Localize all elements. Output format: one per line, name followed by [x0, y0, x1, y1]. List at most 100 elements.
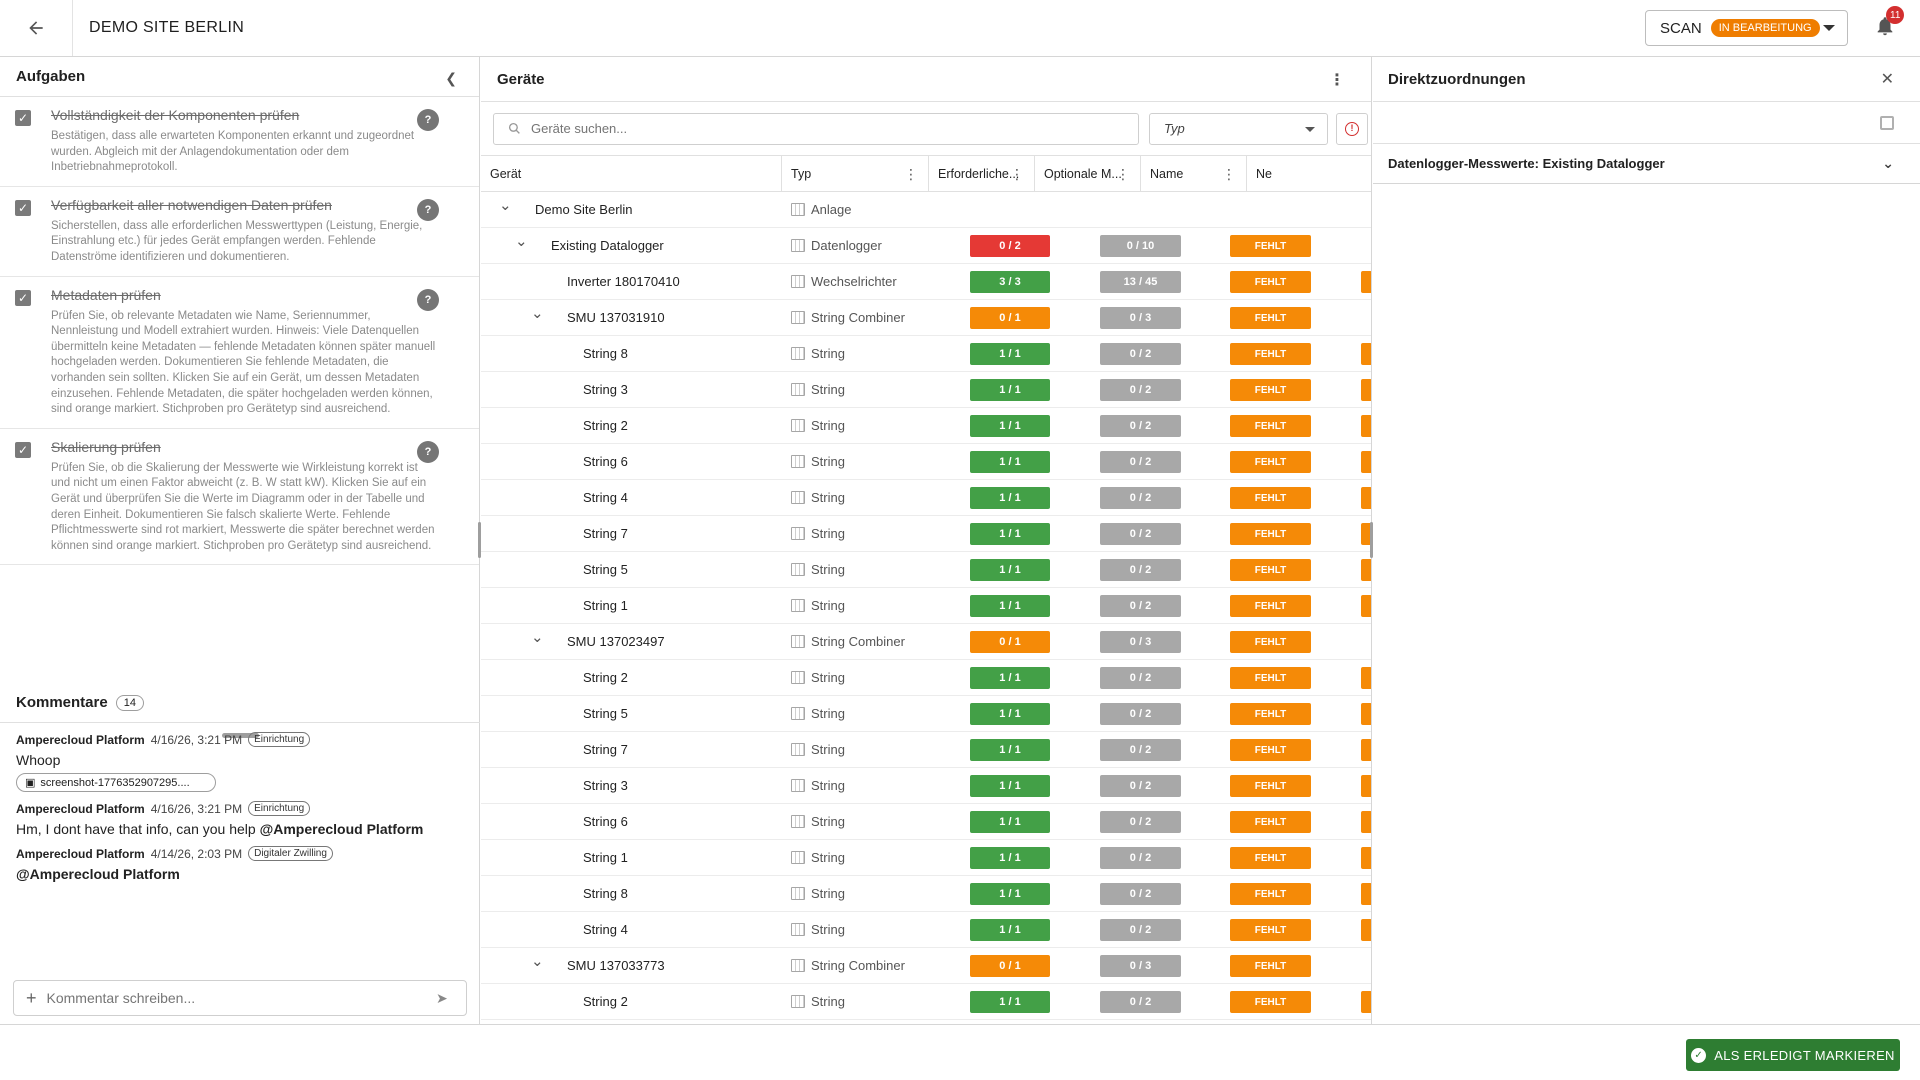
- help-icon[interactable]: ?: [417, 198, 439, 221]
- status-badge: IN BEARBEITUNG: [1710, 19, 1820, 37]
- optional-badge: 0 / 2: [1100, 559, 1181, 581]
- optional-badge: 0 / 10: [1100, 235, 1181, 257]
- device-name: String 2: [583, 994, 628, 1009]
- table-row[interactable]: String 3 String 1 / 1 0 / 2 FEHLT: [481, 372, 1371, 408]
- device-search-input[interactable]: [531, 121, 1111, 136]
- help-icon[interactable]: ?: [417, 109, 439, 131]
- table-row[interactable]: String 4 String 1 / 1 0 / 2 FEHLT: [481, 480, 1371, 516]
- comment-input[interactable]: [46, 990, 436, 1006]
- back-button[interactable]: [0, 0, 73, 56]
- next-column-badge: [1361, 487, 1371, 509]
- more-vert-icon[interactable]: ⋮: [1010, 165, 1024, 182]
- more-vert-icon[interactable]: ⋮: [904, 165, 918, 182]
- device-type: String: [791, 814, 845, 829]
- table-row[interactable]: String 2 String 1 / 1 0 / 2 FEHLT: [481, 408, 1371, 444]
- next-column-badge: [1361, 847, 1371, 869]
- device-type-icon: [791, 887, 805, 900]
- table-row[interactable]: String 8 String 1 / 1 0 / 2 FEHLT: [481, 876, 1371, 912]
- send-icon[interactable]: ➤: [436, 989, 448, 1006]
- table-row[interactable]: String 6 String 1 / 1 0 / 2 FEHLT: [481, 804, 1371, 840]
- checkbox[interactable]: ✓: [15, 199, 31, 216]
- devices-header: Geräte ⋮: [481, 57, 1371, 102]
- table-row[interactable]: String 4 String 1 / 1 0 / 2 FEHLT: [481, 912, 1371, 948]
- devices-title: Geräte: [497, 70, 545, 88]
- save-icon[interactable]: [1880, 116, 1894, 130]
- comment-count-badge: 14: [115, 694, 144, 711]
- device-type: String Combiner: [791, 310, 905, 325]
- table-row[interactable]: Inverter 180170410 Wechselrichter 3 / 3 13 …: [481, 264, 1371, 300]
- table-row[interactable]: String 6 String 1 / 1 0 / 2 FEHLT: [481, 444, 1371, 480]
- device-type-label: String: [811, 706, 845, 721]
- comment-text: Hm, I dont have that info, can you help …: [16, 821, 464, 837]
- help-icon[interactable]: ?: [417, 440, 439, 463]
- next-column-badge: [1361, 811, 1371, 833]
- table-row[interactable]: String 8 String 1 / 1 0 / 2 FEHLT: [481, 336, 1371, 372]
- plus-icon[interactable]: +: [26, 987, 37, 1008]
- device-type: String: [791, 346, 845, 361]
- table-row[interactable]: String 7 String 1 / 1 0 / 2 FEHLT: [481, 516, 1371, 552]
- table-row[interactable]: ⌄ Existing Datalogger Datenlogger 0 / 2 0 / …: [481, 228, 1371, 264]
- checkbox[interactable]: ✓: [15, 110, 31, 126]
- checkbox[interactable]: ✓: [15, 441, 31, 458]
- more-vert-icon[interactable]: ⋮: [1116, 165, 1130, 182]
- image-icon: ▣: [25, 777, 36, 789]
- more-vert-icon[interactable]: ⋮: [1329, 72, 1345, 89]
- chevron-down-icon[interactable]: ⌄: [499, 197, 512, 214]
- table-row[interactable]: String 2 String 1 / 1 0 / 2 FEHLT: [481, 660, 1371, 696]
- table-row[interactable]: String 5 String 1 / 1 0 / 2 FEHLT: [481, 552, 1371, 588]
- chevron-down-icon[interactable]: ⌄: [515, 233, 528, 250]
- comment-mention[interactable]: @Amperecloud Platform: [259, 821, 424, 837]
- more-vert-icon[interactable]: ⋮: [1222, 165, 1236, 182]
- column-header[interactable]: Name ⋮: [1141, 156, 1247, 192]
- chevron-down-icon[interactable]: ⌄: [531, 305, 544, 322]
- task-item: ✓ Vollständigkeit der Komponenten prüfen B…: [0, 97, 479, 187]
- column-header[interactable]: Erforderliche... ⋮: [929, 156, 1035, 192]
- next-column-badge: [1361, 451, 1371, 473]
- close-icon[interactable]: ✕: [1880, 71, 1894, 88]
- table-row[interactable]: String 1 String 1 / 1 0 / 2 FEHLT: [481, 588, 1371, 624]
- column-header[interactable]: Optionale M... ⋮: [1035, 156, 1141, 192]
- table-row[interactable]: ⌄ SMU 137023497 String Combiner 0 / 1 0 / 3 F…: [481, 624, 1371, 660]
- table-row[interactable]: String 5 String 1 / 1 0 / 2 FEHLT: [481, 696, 1371, 732]
- table-row[interactable]: String 1 String 1 / 1 0 / 2 FEHLT: [481, 840, 1371, 876]
- task-item: ✓ Skalierung prüfen Prüfen Sie, ob die Ska…: [0, 429, 479, 566]
- error-filter-button[interactable]: !: [1336, 112, 1368, 145]
- device-name: String 1: [583, 850, 628, 865]
- table-row[interactable]: String 7 String 1 / 1 0 / 2 FEHLT: [481, 732, 1371, 768]
- optional-badge: 0 / 2: [1100, 487, 1181, 509]
- device-name: String 3: [583, 778, 628, 793]
- column-header[interactable]: Typ ⋮: [782, 156, 929, 192]
- table-row[interactable]: String 2 String 1 / 1 0 / 2 FEHLT: [481, 984, 1371, 1020]
- table-row[interactable]: ⌄ SMU 137033773 String Combiner 0 / 1 0 / 3 F…: [481, 948, 1371, 984]
- table-row[interactable]: ⌄ SMU 137031910 String Combiner 0 / 1 0 / 3 F…: [481, 300, 1371, 336]
- comment-timestamp: 4/16/26, 3:21 PM: [150, 801, 243, 816]
- splitter-handle-right[interactable]: [1370, 522, 1373, 558]
- devices-toolbar: Typ !: [481, 102, 1371, 155]
- chevron-down-icon[interactable]: ⌄: [531, 953, 544, 970]
- device-name: String 7: [583, 742, 628, 757]
- scan-select[interactable]: SCAN IN BEARBEITUNG: [1645, 10, 1848, 46]
- device-type-icon: [791, 815, 805, 828]
- device-name: String 7: [583, 526, 628, 541]
- splitter-handle-left[interactable]: [478, 522, 481, 558]
- table-row[interactable]: ⌄ Demo Site Berlin Anlage: [481, 192, 1371, 228]
- device-type-icon: [791, 635, 805, 648]
- checkbox[interactable]: ✓: [15, 289, 31, 306]
- mark-done-button[interactable]: ✓ ALS ERLEDIGT MARKIEREN: [1686, 1039, 1900, 1071]
- resize-handle[interactable]: [222, 733, 259, 738]
- attachment-chip[interactable]: ▣ screenshot-1776352907295....: [16, 773, 216, 792]
- tasks-panel: Aufgaben ❮ ✓ Vollständigkeit der Komponen…: [0, 57, 480, 1024]
- chevron-left-icon[interactable]: ❮: [445, 70, 457, 86]
- column-header[interactable]: Gerät: [481, 156, 782, 192]
- footer-bar: ✓ ALS ERLEDIGT MARKIEREN: [0, 1024, 1920, 1080]
- assignment-accordion[interactable]: Datenlogger-Messwerte: Existing Datalogg…: [1373, 144, 1920, 184]
- comment-mention[interactable]: @Amperecloud Platform: [16, 866, 180, 882]
- table-row[interactable]: String 3 String 1 / 1 0 / 2 FEHLT: [481, 768, 1371, 804]
- device-type: String: [791, 994, 845, 1009]
- device-type-icon: [791, 311, 805, 324]
- column-header[interactable]: Ne: [1247, 156, 1371, 192]
- help-icon[interactable]: ?: [417, 288, 439, 311]
- type-filter-select[interactable]: Typ: [1149, 112, 1328, 145]
- chevron-down-icon[interactable]: ⌄: [531, 629, 544, 646]
- task-title: Verfügbarkeit aller notwendigen Daten pr…: [51, 196, 332, 213]
